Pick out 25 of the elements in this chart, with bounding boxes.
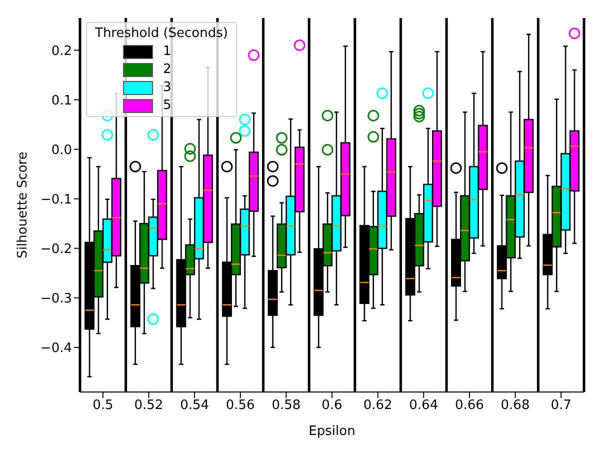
x-tick-label: 0.54 <box>180 398 210 414</box>
x-tick-label: 0.68 <box>500 398 530 414</box>
x-tick-label: 0.5 <box>92 398 114 414</box>
x-tick-label: 0.66 <box>454 398 484 414</box>
x-tick-label: 0.7 <box>550 398 572 414</box>
legend-label: 2 <box>163 62 172 77</box>
legend-label: 3 <box>163 80 172 95</box>
legend-title: Threshold (Seconds) <box>95 26 228 41</box>
y-tick-label: −0.4 <box>40 341 72 356</box>
y-tick-label: 0.2 <box>51 44 72 59</box>
y-tick-label: −0.3 <box>40 291 72 306</box>
y-axis-title: Silhouette Score <box>16 152 31 258</box>
y-tick-label: 0.0 <box>51 142 72 158</box>
x-tick-label: 0.64 <box>409 398 438 414</box>
x-axis-title: Epsilon <box>308 424 356 439</box>
y-tick-label: −0.2 <box>40 242 72 257</box>
y-tick-label: 0.1 <box>51 93 72 108</box>
x-tick-label: 0.6 <box>322 398 342 414</box>
x-tick-label: 0.52 <box>134 398 164 414</box>
x-tick-label: 0.58 <box>272 398 301 414</box>
legend-label: 5 <box>163 98 172 113</box>
x-tick-label: 0.56 <box>226 398 255 414</box>
legend-label: 1 <box>163 44 172 59</box>
x-tick-label: 0.62 <box>363 398 392 414</box>
y-tick-label: −0.1 <box>40 192 72 208</box>
